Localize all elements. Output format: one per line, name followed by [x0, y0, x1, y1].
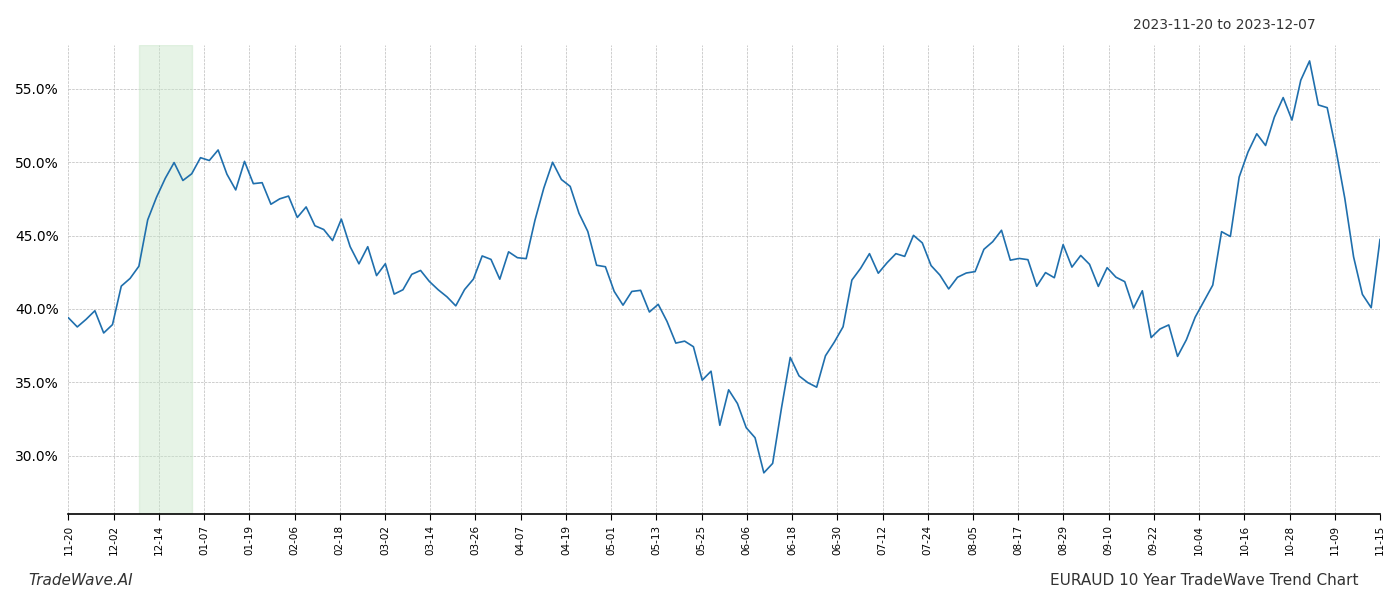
Text: EURAUD 10 Year TradeWave Trend Chart: EURAUD 10 Year TradeWave Trend Chart: [1050, 573, 1358, 588]
Text: TradeWave.AI: TradeWave.AI: [28, 573, 133, 588]
Text: 2023-11-20 to 2023-12-07: 2023-11-20 to 2023-12-07: [1134, 18, 1316, 32]
Bar: [139, 45, 192, 514]
